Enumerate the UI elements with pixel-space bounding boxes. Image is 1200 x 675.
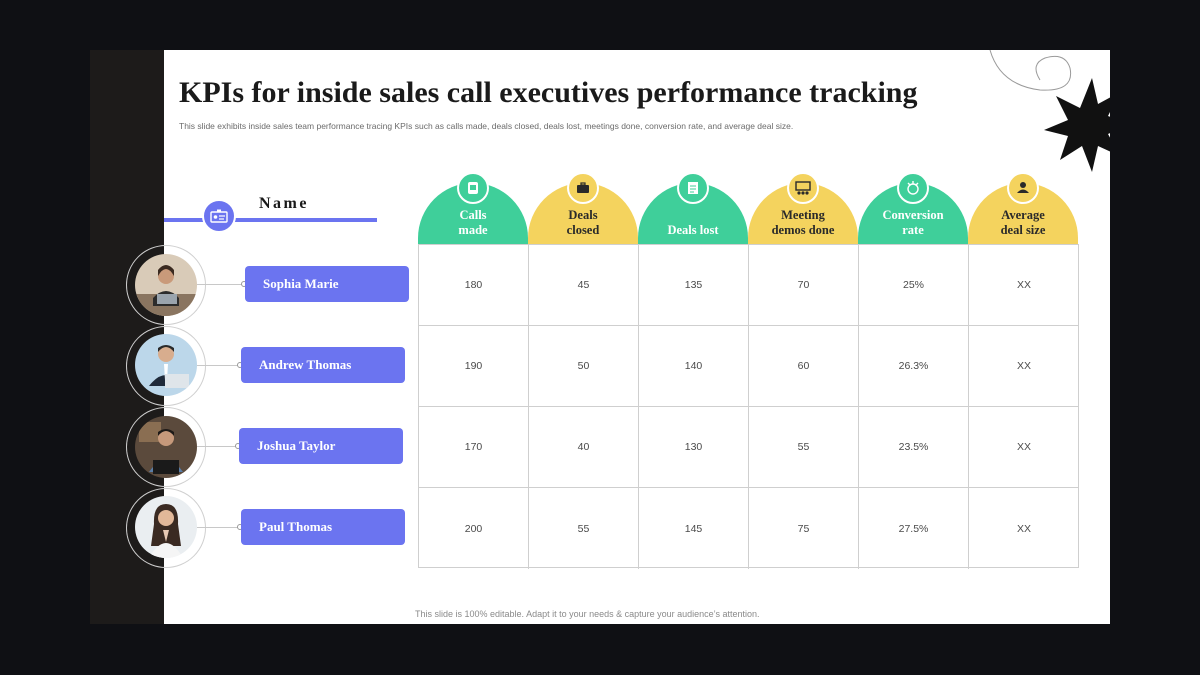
kpi-header-meeting-demos: Meeting demos done [748,172,858,244]
table-cell: 70 [749,245,859,326]
table-cell: XX [1016,522,1031,535]
dollar-arrows-icon [897,172,929,204]
connector-line [197,446,239,447]
avatar [135,254,197,316]
avatar-ring [126,326,206,406]
name-header-line [164,218,377,222]
slide: KPIs for inside sales call executives pe… [90,50,1110,624]
table-cell: 25% [859,245,969,326]
table-cell: 45 [529,245,639,326]
kpi-label: Calls made [458,208,488,237]
table-cell: XX [969,326,1079,407]
table-cell: 55 [749,407,859,488]
table-cell: 130 [639,407,749,488]
avatar-ring [126,245,206,325]
kpi-label: Deals lost [667,223,719,237]
table-cell: 60 [749,326,859,407]
handshake-icon [1007,172,1039,204]
page-title: KPIs for inside sales call executives pe… [179,76,918,109]
table-cell: 190 [419,326,529,407]
table-cell: 55 [529,488,639,569]
kpi-label: Conversion rate [882,208,944,237]
kpi-label: Meeting demos done [771,208,835,237]
person-name-pill: Andrew Thomas [241,347,405,383]
kpi-table: 180 45 135 70 25% XX 190 50 140 60 26.3%… [418,244,1079,569]
table-cell: 200 [419,488,529,569]
table-cell: XX [969,407,1079,488]
table-cell: 40 [529,407,639,488]
connector-line [197,527,241,528]
table-cell: 145 [639,488,749,569]
avatar [135,496,197,558]
person-name-pill: Sophia Marie [245,266,409,302]
swirl-line [989,50,1072,91]
table-cell: 75 [749,488,859,569]
table-cell: 23.5% [859,407,969,488]
avatar [135,334,197,396]
presentation-icon [787,172,819,204]
kpi-header-conversion-rate: Conversion rate [858,172,968,244]
decorative-shapes [989,50,1110,172]
starburst-shape [1044,78,1110,172]
table-cell: 27.5% [859,488,969,569]
kpi-label: Deals closed [566,208,600,237]
briefcase-icon [567,172,599,204]
page-subtitle: This slide exhibits inside sales team pe… [179,121,794,131]
footer-note: This slide is 100% editable. Adapt it to… [415,609,760,619]
person-name-pill: Joshua Taylor [239,428,403,464]
person-name-pill: Paul Thomas [241,509,405,545]
table-cell: 180 [419,245,529,326]
avatar [135,416,197,478]
table-cell: 140 [639,326,749,407]
avatar-ring [126,407,206,487]
id-card-icon [202,199,236,233]
table-cell: XX [969,245,1079,326]
connector-line [197,284,245,285]
avatar-ring [126,488,206,568]
phone-icon [457,172,489,204]
table-cell: 50 [529,326,639,407]
connector-line [197,365,241,366]
name-header-label: Name [259,195,309,212]
table-cell: 170 [419,407,529,488]
table-cell: 135 [639,245,749,326]
table-cell: 26.3% [859,326,969,407]
kpi-label: Average deal size [1000,208,1046,237]
document-icon [677,172,709,204]
